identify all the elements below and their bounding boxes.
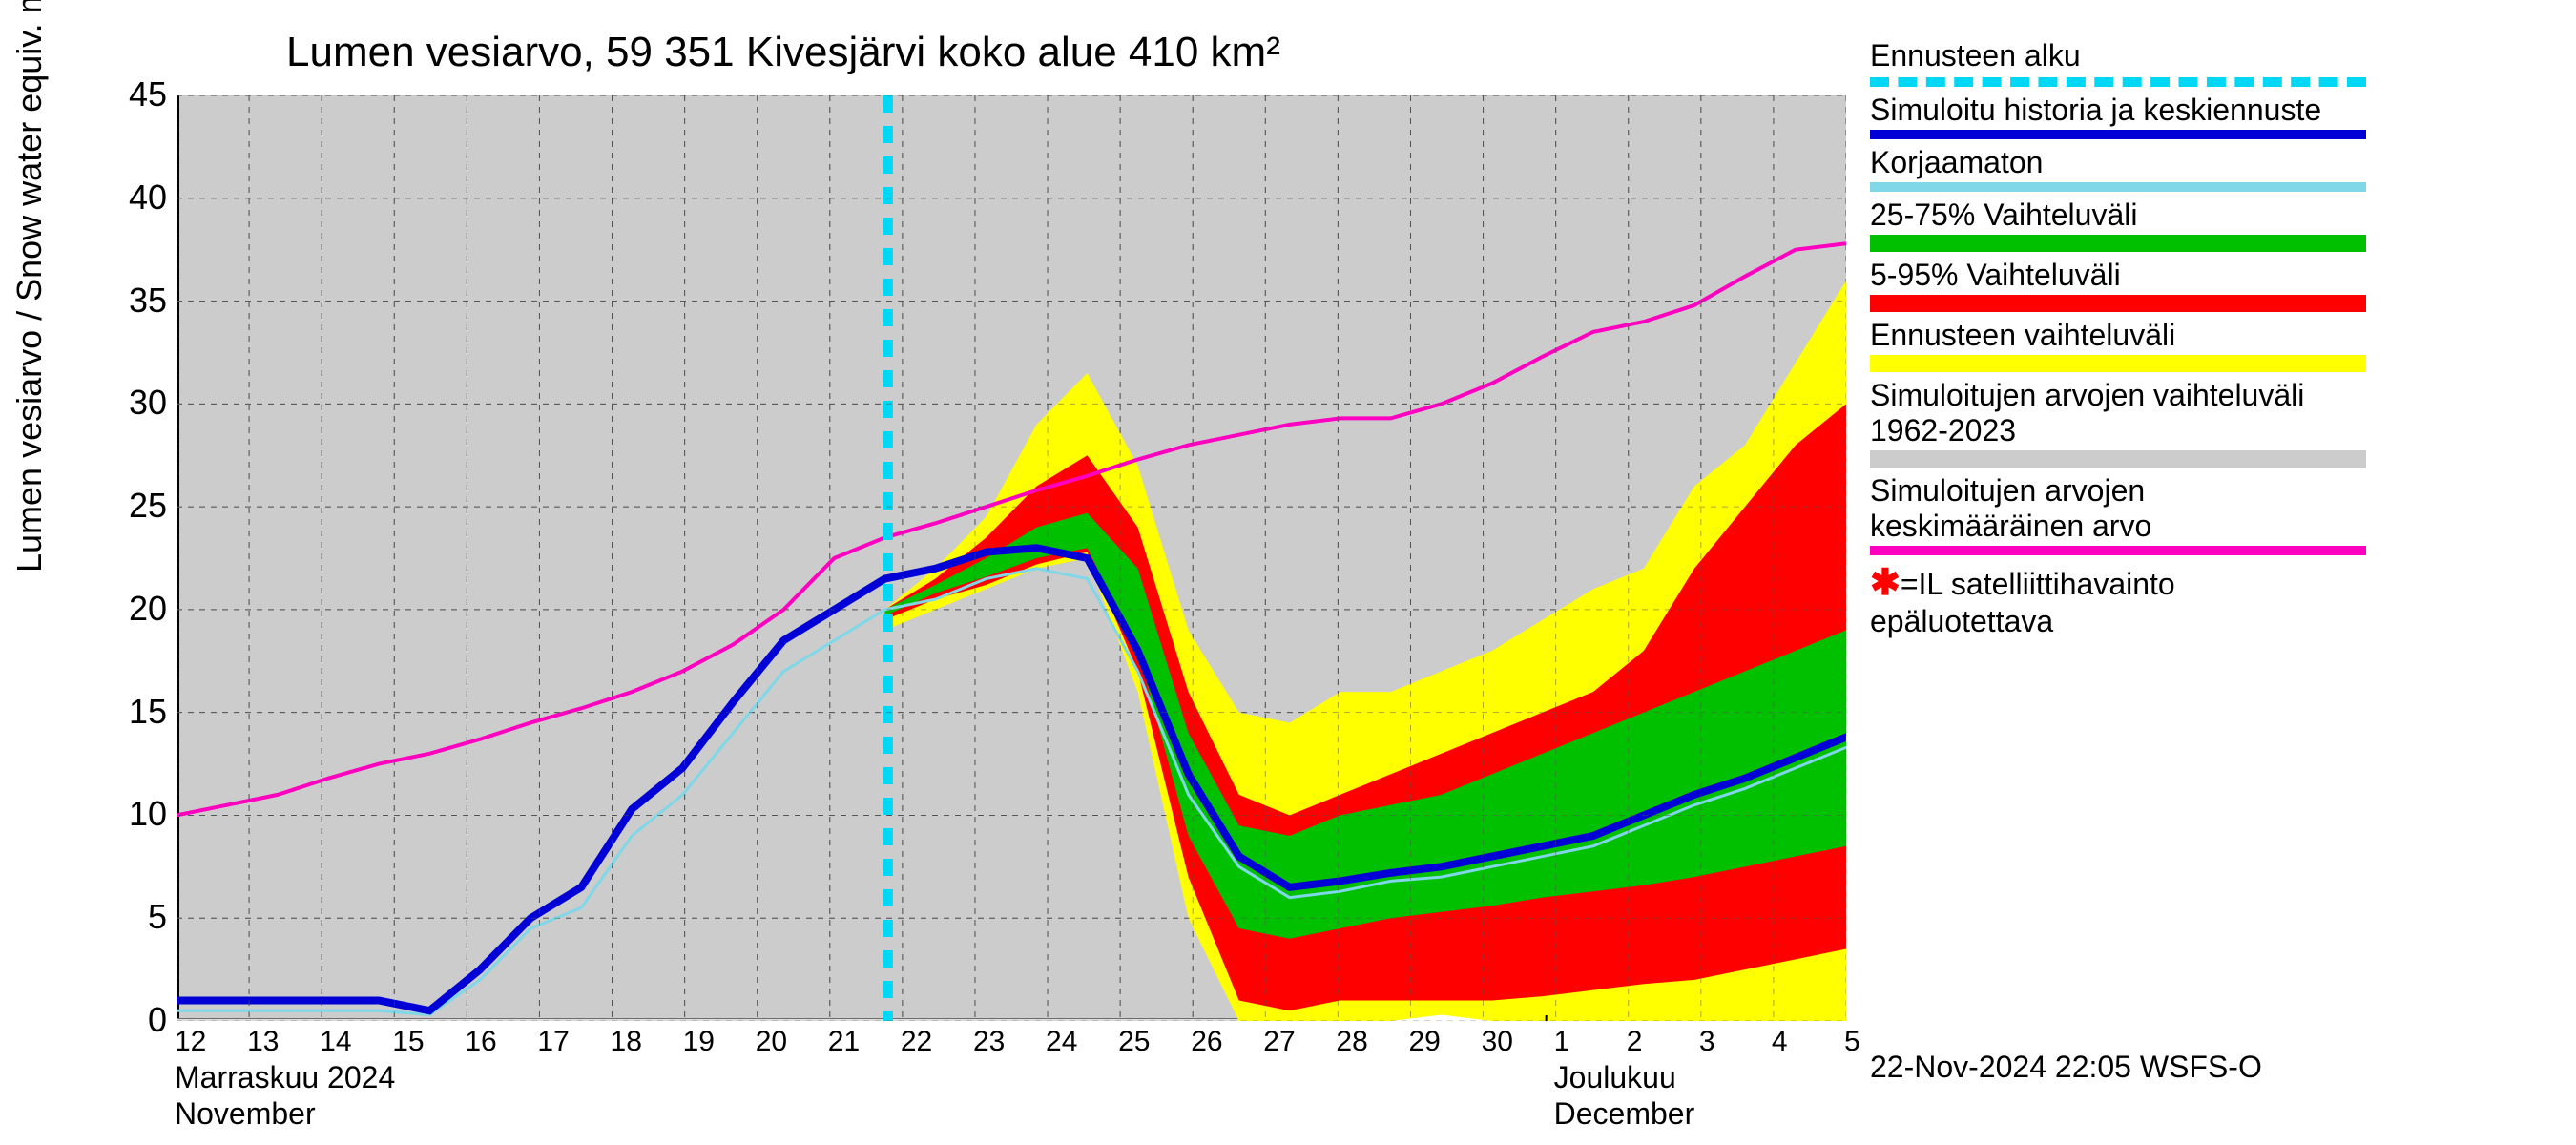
x-tick-label: 14 — [320, 1026, 351, 1058]
legend-swatch — [1870, 355, 2366, 372]
x-tick-label: 5 — [1844, 1026, 1860, 1058]
legend-item: ✱=IL satelliittihavainto epäluotettava — [1870, 561, 2366, 639]
legend-swatch — [1870, 130, 2366, 139]
legend-swatch — [1870, 182, 2366, 192]
y-tick-label: 0 — [91, 1000, 167, 1040]
svg-text:✳: ✳ — [177, 1014, 206, 1021]
svg-text:✳: ✳ — [463, 1014, 496, 1021]
x-tick-label: 25 — [1118, 1026, 1150, 1058]
x-tick-label: 30 — [1482, 1026, 1513, 1058]
x-tick-label: 20 — [756, 1026, 787, 1058]
x-tick-label: 2 — [1627, 1026, 1643, 1058]
legend-label: Simuloitu historia ja keskiennuste — [1870, 93, 2366, 128]
x-tick-label: 23 — [973, 1026, 1005, 1058]
x-tick-label: 24 — [1046, 1026, 1077, 1058]
legend-label: Korjaamaton — [1870, 145, 2366, 180]
legend-swatch — [1870, 450, 2366, 468]
legend-label: 25-75% Vaihteluväli — [1870, 198, 2366, 233]
legend-swatch — [1870, 546, 2366, 555]
y-tick-label: 15 — [91, 692, 167, 732]
x-tick-label: 1 — [1554, 1026, 1570, 1058]
x-tick-label: 3 — [1699, 1026, 1715, 1058]
chart-title: Lumen vesiarvo, 59 351 Kivesjärvi koko a… — [286, 29, 1280, 76]
x-tick-label: 17 — [537, 1026, 569, 1058]
x-tick-label: 15 — [392, 1026, 424, 1058]
legend-item: Simuloitujen arvojen keskimääräinen arvo — [1870, 473, 2366, 555]
x-tick-label: 16 — [465, 1026, 496, 1058]
timestamp-label: 22-Nov-2024 22:05 WSFS-O — [1870, 1050, 2262, 1085]
x-tick-label: 4 — [1772, 1026, 1788, 1058]
svg-text:✳: ✳ — [318, 1014, 351, 1021]
legend-swatch — [1870, 77, 2366, 87]
legend-label: ✱=IL satelliittihavainto epäluotettava — [1870, 561, 2366, 639]
x-tick-label: 12 — [175, 1026, 206, 1058]
plot-svg: ✳ ✳ ✳ ✳ ✳ ✳ ✳ ✳ — [177, 95, 1846, 1021]
legend-item: Korjaamaton — [1870, 145, 2366, 192]
y-tick-label: 30 — [91, 383, 167, 423]
y-tick-label: 10 — [91, 794, 167, 834]
legend-item: Ennusteen vaihteluväli — [1870, 318, 2366, 372]
legend-swatch — [1870, 295, 2366, 312]
y-tick-label: 20 — [91, 589, 167, 629]
x-tick-label: 28 — [1336, 1026, 1367, 1058]
plot-area: ✳✳✳✳✳✳✳✳ 051015202530354045 121314151617… — [177, 95, 1846, 1021]
legend-item: Simuloitu historia ja keskiennuste — [1870, 93, 2366, 139]
legend-label: Ennusteen vaihteluväli — [1870, 318, 2366, 353]
legend-swatch — [1870, 235, 2366, 252]
svg-text:✳: ✳ — [609, 1014, 642, 1021]
legend-label: 5-95% Vaihteluväli — [1870, 258, 2366, 293]
svg-text:✳: ✳ — [535, 1014, 569, 1021]
svg-text:✳: ✳ — [245, 1014, 279, 1021]
x-tick-label: 13 — [247, 1026, 279, 1058]
svg-text:✳: ✳ — [681, 1014, 715, 1021]
y-tick-label: 5 — [91, 897, 167, 937]
legend-label: Simuloitujen arvojen vaihteluväli 1962-2… — [1870, 378, 2366, 448]
x-tick-label: 18 — [611, 1026, 642, 1058]
legend-item: Simuloitujen arvojen vaihteluväli 1962-2… — [1870, 378, 2366, 468]
legend: Ennusteen alku Simuloitu historia ja kesk… — [1870, 38, 2366, 645]
y-axis-label: Lumen vesiarvo / Snow water equiv. mm — [10, 0, 50, 572]
x-tick-label: 21 — [828, 1026, 860, 1058]
legend-label: Simuloitujen arvojen keskimääräinen arvo — [1870, 473, 2366, 544]
x-tick-label: 29 — [1408, 1026, 1440, 1058]
x-tick-label: 27 — [1263, 1026, 1295, 1058]
legend-item: 25-75% Vaihteluväli — [1870, 198, 2366, 252]
month-label: JoulukuuDecember — [1554, 1059, 1695, 1133]
y-tick-label: 25 — [91, 486, 167, 526]
x-tick-label: 26 — [1191, 1026, 1222, 1058]
legend-item: 5-95% Vaihteluväli — [1870, 258, 2366, 312]
chart-container: Lumen vesiarvo / Snow water equiv. mm Lu… — [0, 0, 2576, 1145]
y-tick-label: 35 — [91, 281, 167, 321]
legend-item: Ennusteen alku — [1870, 38, 2366, 87]
x-tick-label: 19 — [683, 1026, 715, 1058]
svg-text:✳: ✳ — [390, 1014, 424, 1021]
x-tick-label: 22 — [901, 1026, 932, 1058]
legend-label: Ennusteen alku — [1870, 38, 2366, 73]
y-tick-label: 45 — [91, 74, 167, 114]
y-tick-label: 40 — [91, 177, 167, 218]
month-label: Marraskuu 2024November — [175, 1059, 395, 1133]
